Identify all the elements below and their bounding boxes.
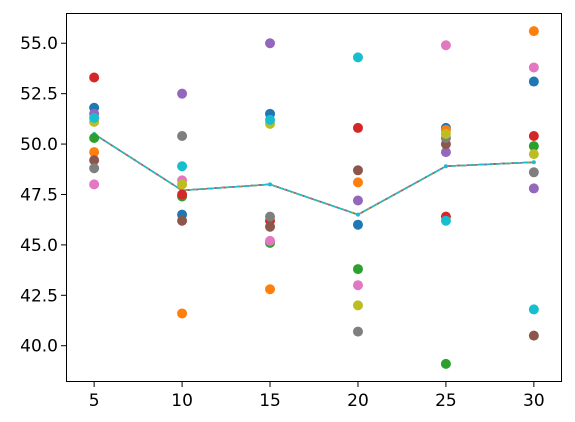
data-point (265, 114, 276, 125)
y-axis: 40.0 42.5 45.0 47.5 50.0 52.5 55.0 (20, 34, 66, 357)
mean-marker (355, 212, 360, 217)
data-point (352, 300, 363, 311)
y-tick-label: 55.0 (20, 34, 58, 54)
data-point (528, 26, 539, 37)
data-point (528, 183, 539, 194)
data-point (528, 141, 539, 152)
data-point (440, 147, 451, 158)
data-point (265, 211, 276, 222)
data-point (352, 122, 363, 133)
data-point (265, 235, 276, 246)
y-tick-label: 52.5 (20, 85, 58, 105)
data-point (528, 304, 539, 315)
data-point (177, 308, 188, 319)
axes-frame (66, 13, 562, 382)
data-point (89, 179, 100, 190)
data-point (177, 131, 188, 141)
data-point (352, 195, 363, 206)
y-tick-label: 47.5 (20, 185, 58, 205)
data-point (528, 167, 539, 178)
data-point (265, 284, 276, 295)
data-point (177, 189, 188, 200)
data-point (352, 165, 363, 176)
data-point (177, 215, 188, 226)
x-tick-label: 25 (435, 391, 457, 411)
data-point (265, 221, 276, 232)
data-point (89, 155, 100, 166)
data-point (89, 147, 100, 158)
mean-marker (443, 164, 448, 169)
data-point (89, 163, 100, 174)
mean-line-group (92, 131, 536, 217)
data-point (177, 88, 188, 99)
y-tick-label: 42.5 (20, 286, 58, 306)
data-point (440, 128, 451, 139)
scatter-points-group (89, 26, 539, 369)
data-point (352, 177, 363, 188)
x-tick-label: 30 (523, 391, 545, 411)
x-tick-label: 5 (89, 391, 100, 411)
mean-marker (531, 160, 536, 165)
data-point (528, 149, 539, 160)
data-point (528, 76, 539, 87)
data-point (352, 52, 363, 63)
data-point (89, 72, 100, 83)
data-point (528, 62, 539, 73)
plot-area (66, 13, 562, 382)
data-point (177, 179, 188, 190)
data-point (352, 264, 363, 275)
data-point (177, 161, 188, 172)
data-point (89, 133, 100, 144)
data-point (440, 40, 451, 51)
y-tick-label: 45.0 (20, 236, 58, 256)
x-tick-label: 10 (171, 391, 193, 411)
x-tick-label: 20 (347, 391, 369, 411)
y-tick-label: 40.0 (20, 337, 58, 357)
mean-marker (268, 182, 273, 187)
data-point (352, 280, 363, 291)
data-point (528, 131, 539, 141)
data-point (440, 358, 451, 369)
data-point (352, 326, 363, 337)
data-point (89, 112, 100, 123)
x-tick-label: 15 (259, 391, 281, 411)
y-tick-label: 50.0 (20, 135, 58, 155)
x-axis: 5 10 15 20 25 30 (89, 382, 545, 411)
mean-line-9 (93, 133, 534, 216)
data-point (265, 38, 276, 49)
data-point (440, 215, 451, 226)
data-point (528, 330, 539, 341)
data-point (352, 219, 363, 230)
